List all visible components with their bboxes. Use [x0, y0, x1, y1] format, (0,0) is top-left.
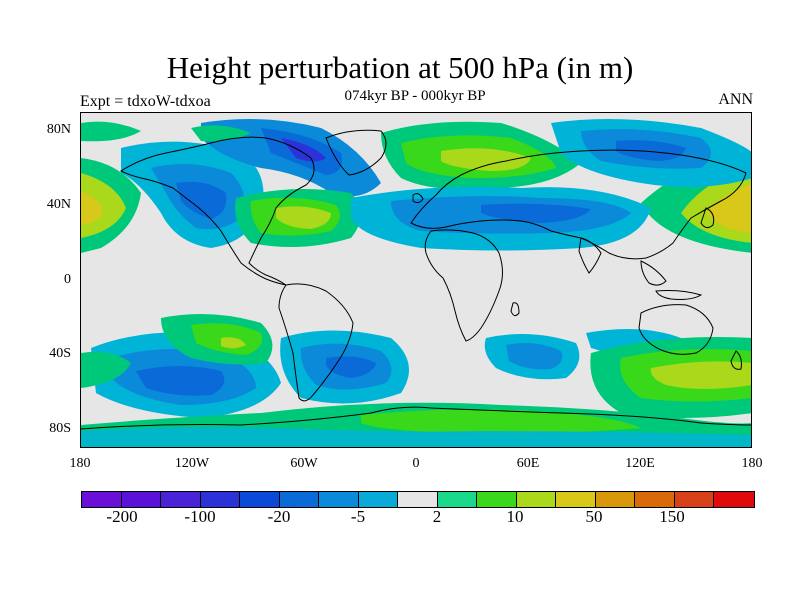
season-label: ANN: [718, 91, 753, 108]
x-tick-label: 60W: [290, 456, 318, 471]
colorbar-swatch: [161, 492, 201, 507]
anomaly-eurasia-north-positive: [81, 121, 581, 190]
anomaly-sw-pacific-positive: [81, 337, 751, 418]
contour-map: [81, 113, 751, 447]
colorbar-label: -20: [267, 507, 291, 526]
x-tick-label: 180: [69, 456, 91, 471]
colorbar-label: 50: [585, 507, 603, 526]
x-tick-label: 0: [412, 456, 420, 471]
plot-subtitle: 074kyr BP - 000kyr BP: [344, 88, 486, 104]
y-tick-label: 80N: [46, 122, 71, 137]
colorbar-swatch: [121, 492, 161, 507]
colorbar-swatch: [635, 492, 675, 507]
x-tick-label: 120W: [174, 456, 210, 471]
colorbar-swatch: [358, 492, 398, 507]
anomaly-southeast-pacific-positive: [161, 314, 273, 365]
y-tick-label: 40S: [49, 346, 71, 361]
colorbar-swatch: [279, 492, 319, 507]
anomaly-south-pacific-negative: [91, 332, 281, 418]
y-tick-label: 80S: [49, 421, 71, 436]
anomaly-northeast-asia-negative: [551, 119, 751, 187]
colorbar-swatch: [437, 492, 477, 507]
colorbar-swatch: [240, 492, 280, 507]
colorbar-swatch: [82, 492, 122, 507]
colorbar-label: 10: [506, 507, 524, 526]
colorbar-label: 2: [432, 507, 442, 526]
coastlines: [81, 129, 751, 430]
x-tick-label: 120E: [625, 456, 655, 471]
colorbar-swatch: [398, 492, 438, 507]
colorbar-label: -200: [106, 507, 138, 526]
colorbar-label: -5: [350, 507, 366, 526]
colorbar-swatch: [674, 492, 714, 507]
anomaly-north-atlantic-positive: [235, 189, 361, 247]
y-tick-label: 40N: [46, 197, 71, 212]
colorbar-swatch: [714, 492, 754, 507]
colorbar-swatch: [556, 492, 596, 507]
anomaly-south-atlantic-negative: [280, 330, 409, 404]
map-plot-area: [80, 112, 752, 448]
colorbar-swatch: [516, 492, 556, 507]
y-tick-label: 0: [64, 272, 71, 287]
x-tick-label: 180: [741, 456, 763, 471]
anomaly-subtropical-eurasia-negative: [351, 186, 651, 251]
colorbar-swatch: [595, 492, 635, 507]
colorbar-label: -100: [184, 507, 216, 526]
x-tick-label: 60E: [516, 456, 540, 471]
experiment-label: Expt = tdxoW-tdxoa: [80, 93, 211, 110]
colorbar-swatch: [200, 492, 240, 507]
plot-title: Height perturbation at 500 hPa (in m): [166, 50, 634, 85]
colorbar-swatch: [319, 492, 359, 507]
colorbar: [81, 491, 755, 508]
colorbar-label: 150: [659, 507, 685, 526]
colorbar-swatch: [477, 492, 517, 507]
